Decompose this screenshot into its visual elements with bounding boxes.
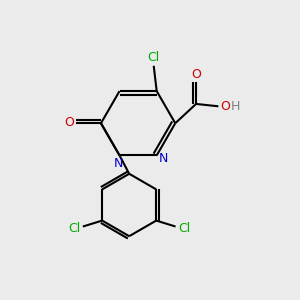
Text: Cl: Cl <box>148 51 160 64</box>
Text: Cl: Cl <box>68 222 80 236</box>
Text: Cl: Cl <box>178 222 190 236</box>
Text: N: N <box>158 152 168 165</box>
Text: O: O <box>64 116 74 129</box>
Text: O: O <box>191 68 201 81</box>
Text: N: N <box>114 157 123 170</box>
Text: H: H <box>230 100 240 113</box>
Text: O: O <box>220 100 230 113</box>
